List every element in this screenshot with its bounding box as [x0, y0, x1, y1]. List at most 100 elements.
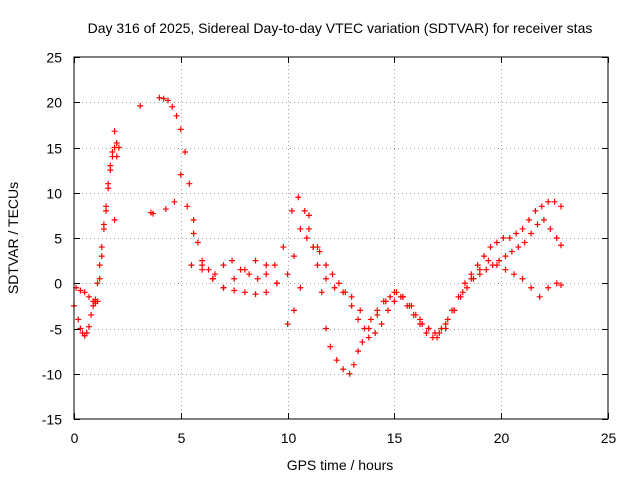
data-point [186, 180, 193, 187]
data-point [173, 112, 180, 119]
y-tick-label: 25 [46, 50, 62, 66]
data-point [98, 244, 105, 251]
data-point [314, 262, 321, 269]
series-track-d [188, 212, 565, 341]
y-tick-label: -15 [42, 412, 62, 428]
data-point [558, 282, 565, 289]
data-point [254, 275, 261, 282]
data-point [459, 289, 466, 296]
data-point [209, 275, 216, 282]
data-point [431, 330, 438, 337]
y-tick-label: 20 [46, 95, 62, 111]
data-point [521, 239, 528, 246]
data-point [365, 325, 372, 332]
data-point [378, 320, 385, 327]
data-point [372, 330, 379, 337]
data-point [357, 307, 364, 314]
data-point [457, 293, 464, 300]
data-point [273, 280, 280, 287]
data-point [291, 253, 298, 260]
x-tick-label: 20 [494, 430, 510, 446]
data-point [301, 207, 308, 214]
data-point [100, 221, 107, 228]
data-point [399, 293, 406, 300]
data-point [103, 207, 110, 214]
data-point [318, 289, 325, 296]
data-point [355, 316, 362, 323]
series-isolated [111, 102, 169, 223]
data-point [348, 293, 355, 300]
y-axis-title: SDTVAR / TECUs [5, 182, 21, 294]
data-point [263, 289, 270, 296]
data-point [434, 334, 441, 341]
data-point [107, 167, 114, 174]
data-point [199, 266, 206, 273]
data-point [340, 366, 347, 373]
data-point [284, 320, 291, 327]
data-point [553, 235, 560, 241]
x-tick-label: 0 [71, 430, 79, 446]
data-point [323, 275, 330, 282]
grid-lines [74, 57, 608, 419]
data-point [113, 153, 120, 160]
data-point [558, 242, 565, 249]
data-point [288, 207, 295, 214]
data-point [115, 144, 122, 151]
data-point [177, 126, 184, 133]
data-point [231, 275, 238, 282]
data-point [481, 253, 488, 260]
data-point [96, 262, 103, 269]
data-point [252, 257, 259, 264]
data-point [271, 262, 278, 269]
data-point [88, 311, 95, 318]
chart-title: Day 316 of 2025, Sidereal Day-to-day VTE… [88, 20, 593, 36]
data-point [297, 284, 304, 291]
data-point [511, 271, 518, 278]
data-point [540, 216, 547, 223]
data-point [184, 203, 191, 210]
data-point [85, 323, 92, 330]
data-point [348, 302, 355, 309]
data-point [340, 289, 347, 296]
data-point [205, 266, 212, 273]
data-point [423, 330, 430, 337]
data-point [444, 316, 451, 323]
data-point [291, 307, 298, 314]
data-point [528, 230, 535, 237]
data-point [314, 244, 321, 251]
data-point [305, 225, 312, 232]
data-point [417, 316, 424, 323]
data-point [77, 287, 84, 294]
data-point [350, 361, 357, 368]
data-point [333, 357, 340, 364]
data-point [461, 280, 468, 287]
data-point [252, 291, 259, 298]
x-tick-label: 15 [387, 430, 403, 446]
data-point [231, 287, 238, 294]
data-point [545, 198, 552, 205]
data-point [365, 334, 372, 341]
x-tick-label: 25 [601, 430, 617, 446]
data-point [545, 284, 552, 291]
data-point [359, 339, 366, 346]
data-point [513, 230, 520, 237]
data-point [111, 216, 118, 223]
data-point [528, 284, 535, 291]
y-tick-label: 0 [54, 276, 62, 292]
data-point [94, 280, 101, 287]
x-tick-label: 5 [178, 430, 186, 446]
data-point [177, 171, 184, 178]
data-point [391, 298, 398, 305]
data-point [508, 248, 515, 255]
data-point [98, 253, 105, 260]
data-point [305, 212, 312, 219]
data-point [485, 257, 492, 264]
data-point [85, 293, 92, 300]
data-point [553, 280, 560, 287]
data-point [241, 289, 248, 296]
data-point [483, 266, 490, 273]
data-point [496, 257, 503, 264]
data-point [220, 284, 227, 291]
data-point [387, 293, 394, 300]
